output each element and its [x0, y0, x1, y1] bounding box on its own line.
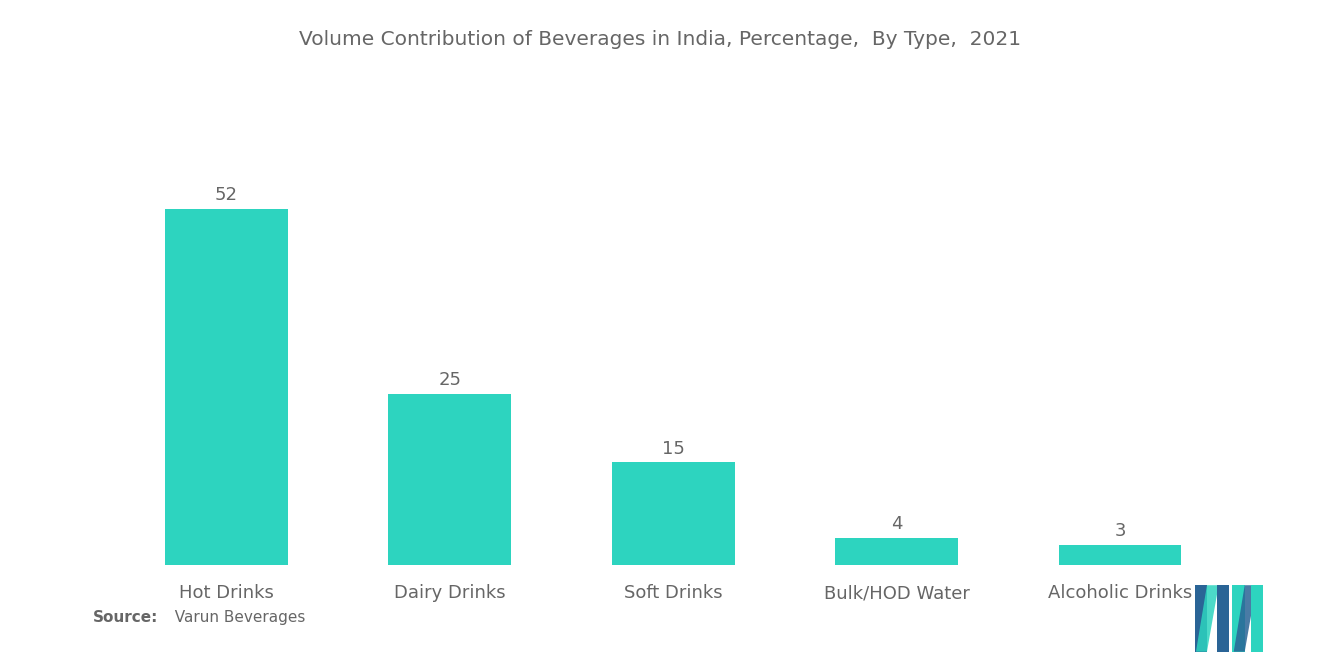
Polygon shape — [1233, 585, 1245, 652]
Polygon shape — [1251, 585, 1263, 652]
Bar — [836, 538, 958, 565]
Text: 52: 52 — [215, 186, 238, 204]
Bar — [1059, 545, 1181, 565]
Polygon shape — [1196, 585, 1218, 652]
Polygon shape — [1217, 585, 1229, 652]
Bar — [165, 209, 288, 565]
Polygon shape — [1234, 585, 1257, 652]
Polygon shape — [1195, 585, 1206, 652]
Text: Volume Contribution of Beverages in India, Percentage,  By Type,  2021: Volume Contribution of Beverages in Indi… — [298, 30, 1022, 49]
Text: Varun Beverages: Varun Beverages — [165, 610, 305, 625]
Text: 4: 4 — [891, 515, 903, 533]
Text: 15: 15 — [661, 440, 685, 458]
Bar — [388, 394, 511, 565]
Text: 3: 3 — [1114, 522, 1126, 540]
Text: Source:: Source: — [92, 610, 158, 625]
Bar — [611, 462, 735, 565]
Text: 25: 25 — [438, 371, 461, 389]
